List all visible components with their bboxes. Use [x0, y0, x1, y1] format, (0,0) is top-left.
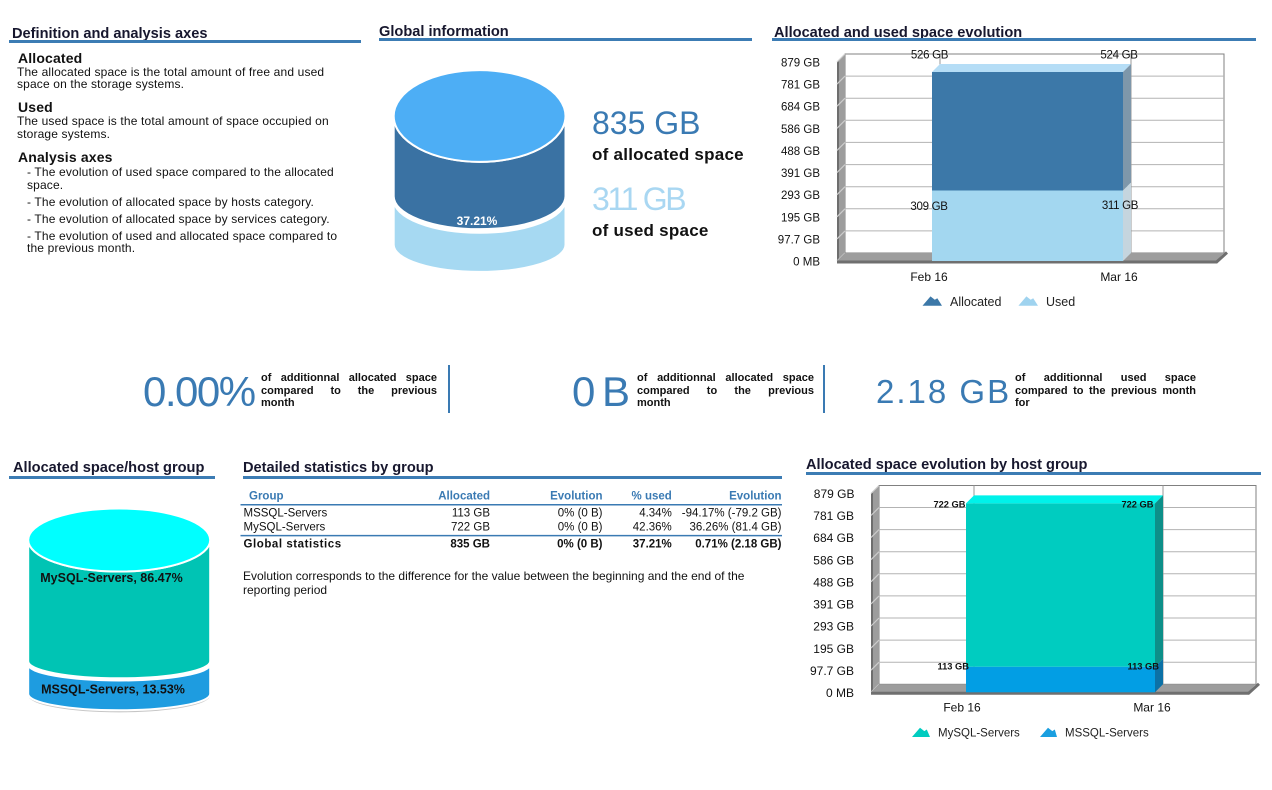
svg-text:781 GB: 781 GB	[781, 80, 820, 92]
svg-text:Group: Group	[249, 491, 284, 503]
svg-text:293 GB: 293 GB	[813, 620, 854, 634]
svg-text:879 GB: 879 GB	[781, 58, 820, 70]
svg-text:684 GB: 684 GB	[781, 102, 820, 114]
svg-text:37.21%: 37.21%	[633, 539, 672, 551]
svg-text:42.36%: 42.36%	[633, 522, 672, 534]
svg-text:Evolution: Evolution	[729, 491, 781, 503]
svg-text:113 GB: 113 GB	[452, 507, 490, 519]
svg-text:0 MB: 0 MB	[793, 257, 820, 269]
svg-text:37.21%: 37.21%	[457, 214, 498, 228]
svg-text:781 GB: 781 GB	[813, 509, 854, 523]
svg-text:Allocated: Allocated	[438, 491, 490, 503]
svg-text:722 GB: 722 GB	[451, 522, 490, 534]
svg-text:879 GB: 879 GB	[814, 487, 855, 501]
svg-text:586 GB: 586 GB	[781, 124, 820, 136]
svg-text:Evolution: Evolution	[550, 491, 602, 503]
svg-text:Feb 16: Feb 16	[943, 701, 981, 715]
svg-text:0% (0 B): 0% (0 B)	[558, 507, 603, 519]
svg-text:722 GB: 722 GB	[1121, 500, 1153, 510]
svg-text:4.34%: 4.34%	[639, 507, 672, 519]
svg-text:586 GB: 586 GB	[813, 553, 854, 567]
svg-text:113 GB: 113 GB	[1127, 661, 1159, 671]
svg-text:36.26% (81.4 GB): 36.26% (81.4 GB)	[689, 522, 781, 534]
svg-text:309 GB: 309 GB	[910, 201, 948, 213]
svg-text:488 GB: 488 GB	[781, 146, 820, 158]
svg-text:835 GB: 835 GB	[450, 539, 490, 551]
svg-text:MSSQL-Servers: MSSQL-Servers	[1065, 728, 1149, 740]
svg-text:MSSQL-Servers: MSSQL-Servers	[244, 507, 328, 519]
svg-text:0% (0 B): 0% (0 B)	[558, 522, 603, 534]
svg-text:Used: Used	[1046, 295, 1075, 309]
svg-text:684 GB: 684 GB	[813, 531, 854, 545]
svg-text:Global statistics: Global statistics	[244, 539, 342, 551]
svg-text:Allocated: Allocated	[950, 295, 1001, 309]
svg-text:MySQL-Servers: MySQL-Servers	[938, 728, 1020, 740]
svg-text:311 GB: 311 GB	[1102, 200, 1139, 212]
svg-text:MySQL-Servers: MySQL-Servers	[244, 522, 326, 534]
svg-text:524 GB: 524 GB	[1100, 50, 1138, 62]
svg-text:Feb 16: Feb 16	[910, 270, 948, 284]
svg-text:97.7 GB: 97.7 GB	[778, 234, 821, 246]
svg-text:Mar 16: Mar 16	[1133, 701, 1171, 715]
svg-text:MySQL-Servers, 86.47%: MySQL-Servers, 86.47%	[40, 571, 182, 585]
svg-text:391 GB: 391 GB	[781, 168, 820, 180]
svg-text:293 GB: 293 GB	[781, 190, 820, 202]
svg-text:113 GB: 113 GB	[937, 661, 969, 671]
svg-text:488 GB: 488 GB	[813, 575, 854, 589]
svg-text:526 GB: 526 GB	[911, 50, 949, 62]
svg-text:0 MB: 0 MB	[826, 686, 854, 700]
svg-text:722 GB: 722 GB	[933, 500, 965, 510]
svg-text:0.71% (2.18 GB): 0.71% (2.18 GB)	[695, 539, 781, 551]
svg-text:-94.17% (-79.2 GB): -94.17% (-79.2 GB)	[682, 507, 782, 519]
svg-text:MSSQL-Servers, 13.53%: MSSQL-Servers, 13.53%	[41, 683, 185, 697]
svg-text:Mar 16: Mar 16	[1100, 270, 1138, 284]
svg-text:97.7 GB: 97.7 GB	[810, 664, 854, 678]
svg-text:391 GB: 391 GB	[813, 598, 854, 612]
svg-text:0% (0 B): 0% (0 B)	[557, 539, 603, 551]
svg-text:195 GB: 195 GB	[781, 212, 820, 224]
svg-text:% used: % used	[632, 491, 672, 503]
svg-text:195 GB: 195 GB	[813, 642, 854, 656]
